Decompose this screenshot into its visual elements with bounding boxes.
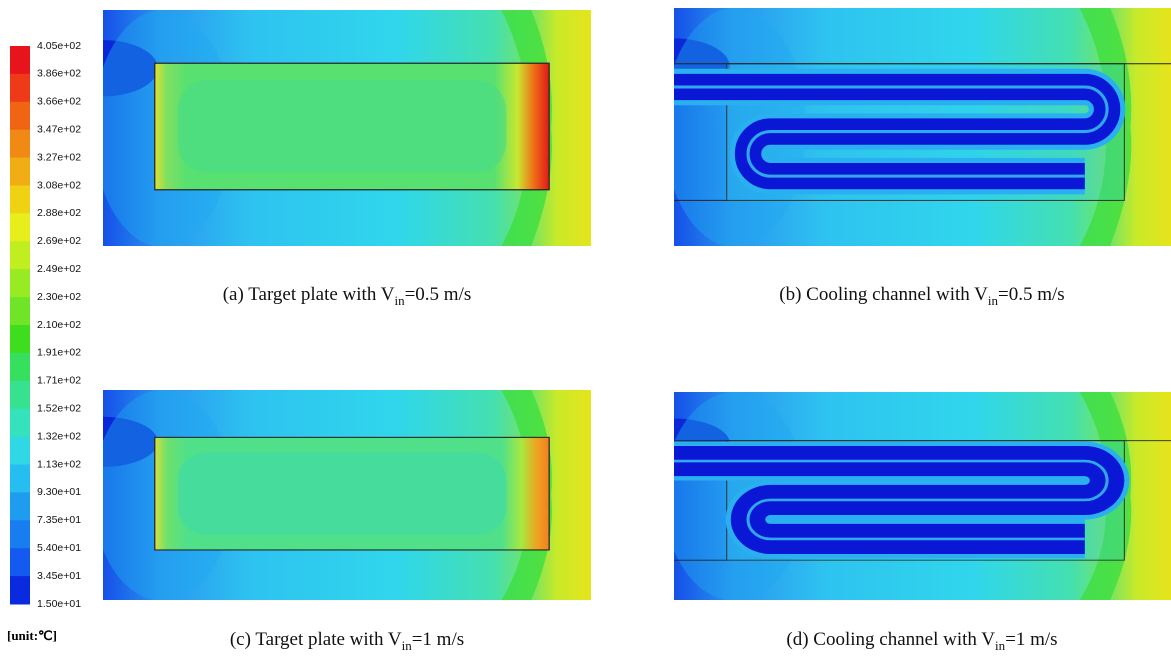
contour-plot <box>674 8 1171 246</box>
caption-subscript: in <box>988 293 998 308</box>
colorbar-swatch <box>10 409 30 437</box>
colorbar-swatch <box>10 576 30 604</box>
colorbar-swatch <box>10 520 30 548</box>
colorbar-swatch <box>10 158 30 186</box>
unit-label: [unit:℃] <box>7 628 57 644</box>
caption: (a) Target plate with Vin=0.5 m/s <box>97 284 597 309</box>
caption-text: =1 m/s <box>1005 629 1057 650</box>
contour-plot <box>103 390 591 600</box>
colorbar-swatch <box>10 46 30 74</box>
colorbar-label: 2.49e+02 <box>37 263 81 275</box>
caption: (d) Cooling channel with Vin=1 m/s <box>672 629 1171 654</box>
colorbar-label: 2.10e+02 <box>37 319 81 331</box>
colorbar-swatch <box>10 269 30 297</box>
colorbar-swatch <box>10 353 30 381</box>
colorbar-swatch <box>10 241 30 269</box>
colorbar-swatch <box>10 130 30 158</box>
colorbar-label: 5.40e+01 <box>37 542 81 554</box>
figure: {"colorbar": {"labels": ["4.05e+02", "3.… <box>0 0 1171 659</box>
colorbar-label: 3.08e+02 <box>37 179 81 191</box>
colorbar: 4.05e+02 3.86e+02 3.66e+02 3.47e+02 3.27e+02… <box>0 0 100 620</box>
colorbar-label: 1.71e+02 <box>37 375 81 387</box>
caption-text: (b) Cooling channel with V <box>779 284 988 305</box>
colorbar-label: 7.35e+01 <box>37 514 81 526</box>
colorbar-label: 3.47e+02 <box>37 123 81 135</box>
caption-text: =0.5 m/s <box>405 284 472 305</box>
colorbar-label: 1.32e+02 <box>37 430 81 442</box>
colorbar-label: 3.27e+02 <box>37 151 81 163</box>
plate-core <box>178 453 507 535</box>
colorbar-swatch <box>10 213 30 241</box>
caption-text: (d) Cooling channel with V <box>786 629 995 650</box>
caption-text: (c) Target plate with V <box>230 629 402 650</box>
colorbar-label: 3.45e+01 <box>37 570 81 582</box>
colorbar-swatch <box>10 186 30 214</box>
colorbar-swatch <box>10 74 30 102</box>
colorbar-swatch <box>10 325 30 353</box>
colorbar-swatch <box>10 297 30 325</box>
colorbar-label: 2.30e+02 <box>37 291 81 303</box>
colorbar-swatch <box>10 465 30 493</box>
colorbar-label: 1.91e+02 <box>37 347 81 359</box>
colorbar-label: 4.05e+02 <box>37 40 81 52</box>
plate-core <box>178 80 507 172</box>
caption-text: (a) Target plate with V <box>223 284 395 305</box>
contour-plot <box>103 10 591 246</box>
caption-text: =0.5 m/s <box>998 284 1065 305</box>
colorbar-label: 3.86e+02 <box>37 68 81 80</box>
colorbar-swatch <box>10 102 30 130</box>
caption-subscript: in <box>394 293 404 308</box>
caption-text: =1 m/s <box>412 629 464 650</box>
colorbar-label: 3.66e+02 <box>37 96 81 108</box>
caption-subscript: in <box>995 638 1005 653</box>
caption: (c) Target plate with Vin=1 m/s <box>97 629 597 654</box>
colorbar-label: 2.88e+02 <box>37 207 81 219</box>
colorbar-label: 1.13e+02 <box>37 458 81 470</box>
colorbar-label: 1.50e+01 <box>37 598 81 610</box>
colorbar-swatch <box>10 548 30 576</box>
contour-plot <box>674 392 1171 600</box>
caption: (b) Cooling channel with Vin=0.5 m/s <box>672 284 1171 309</box>
colorbar-label: 1.52e+02 <box>37 402 81 414</box>
colorbar-swatch <box>10 381 30 409</box>
colorbar-label: 2.69e+02 <box>37 235 81 247</box>
colorbar-swatch <box>10 437 30 465</box>
colorbar-swatch <box>10 492 30 520</box>
caption-subscript: in <box>402 638 412 653</box>
colorbar-label: 9.30e+01 <box>37 486 81 498</box>
